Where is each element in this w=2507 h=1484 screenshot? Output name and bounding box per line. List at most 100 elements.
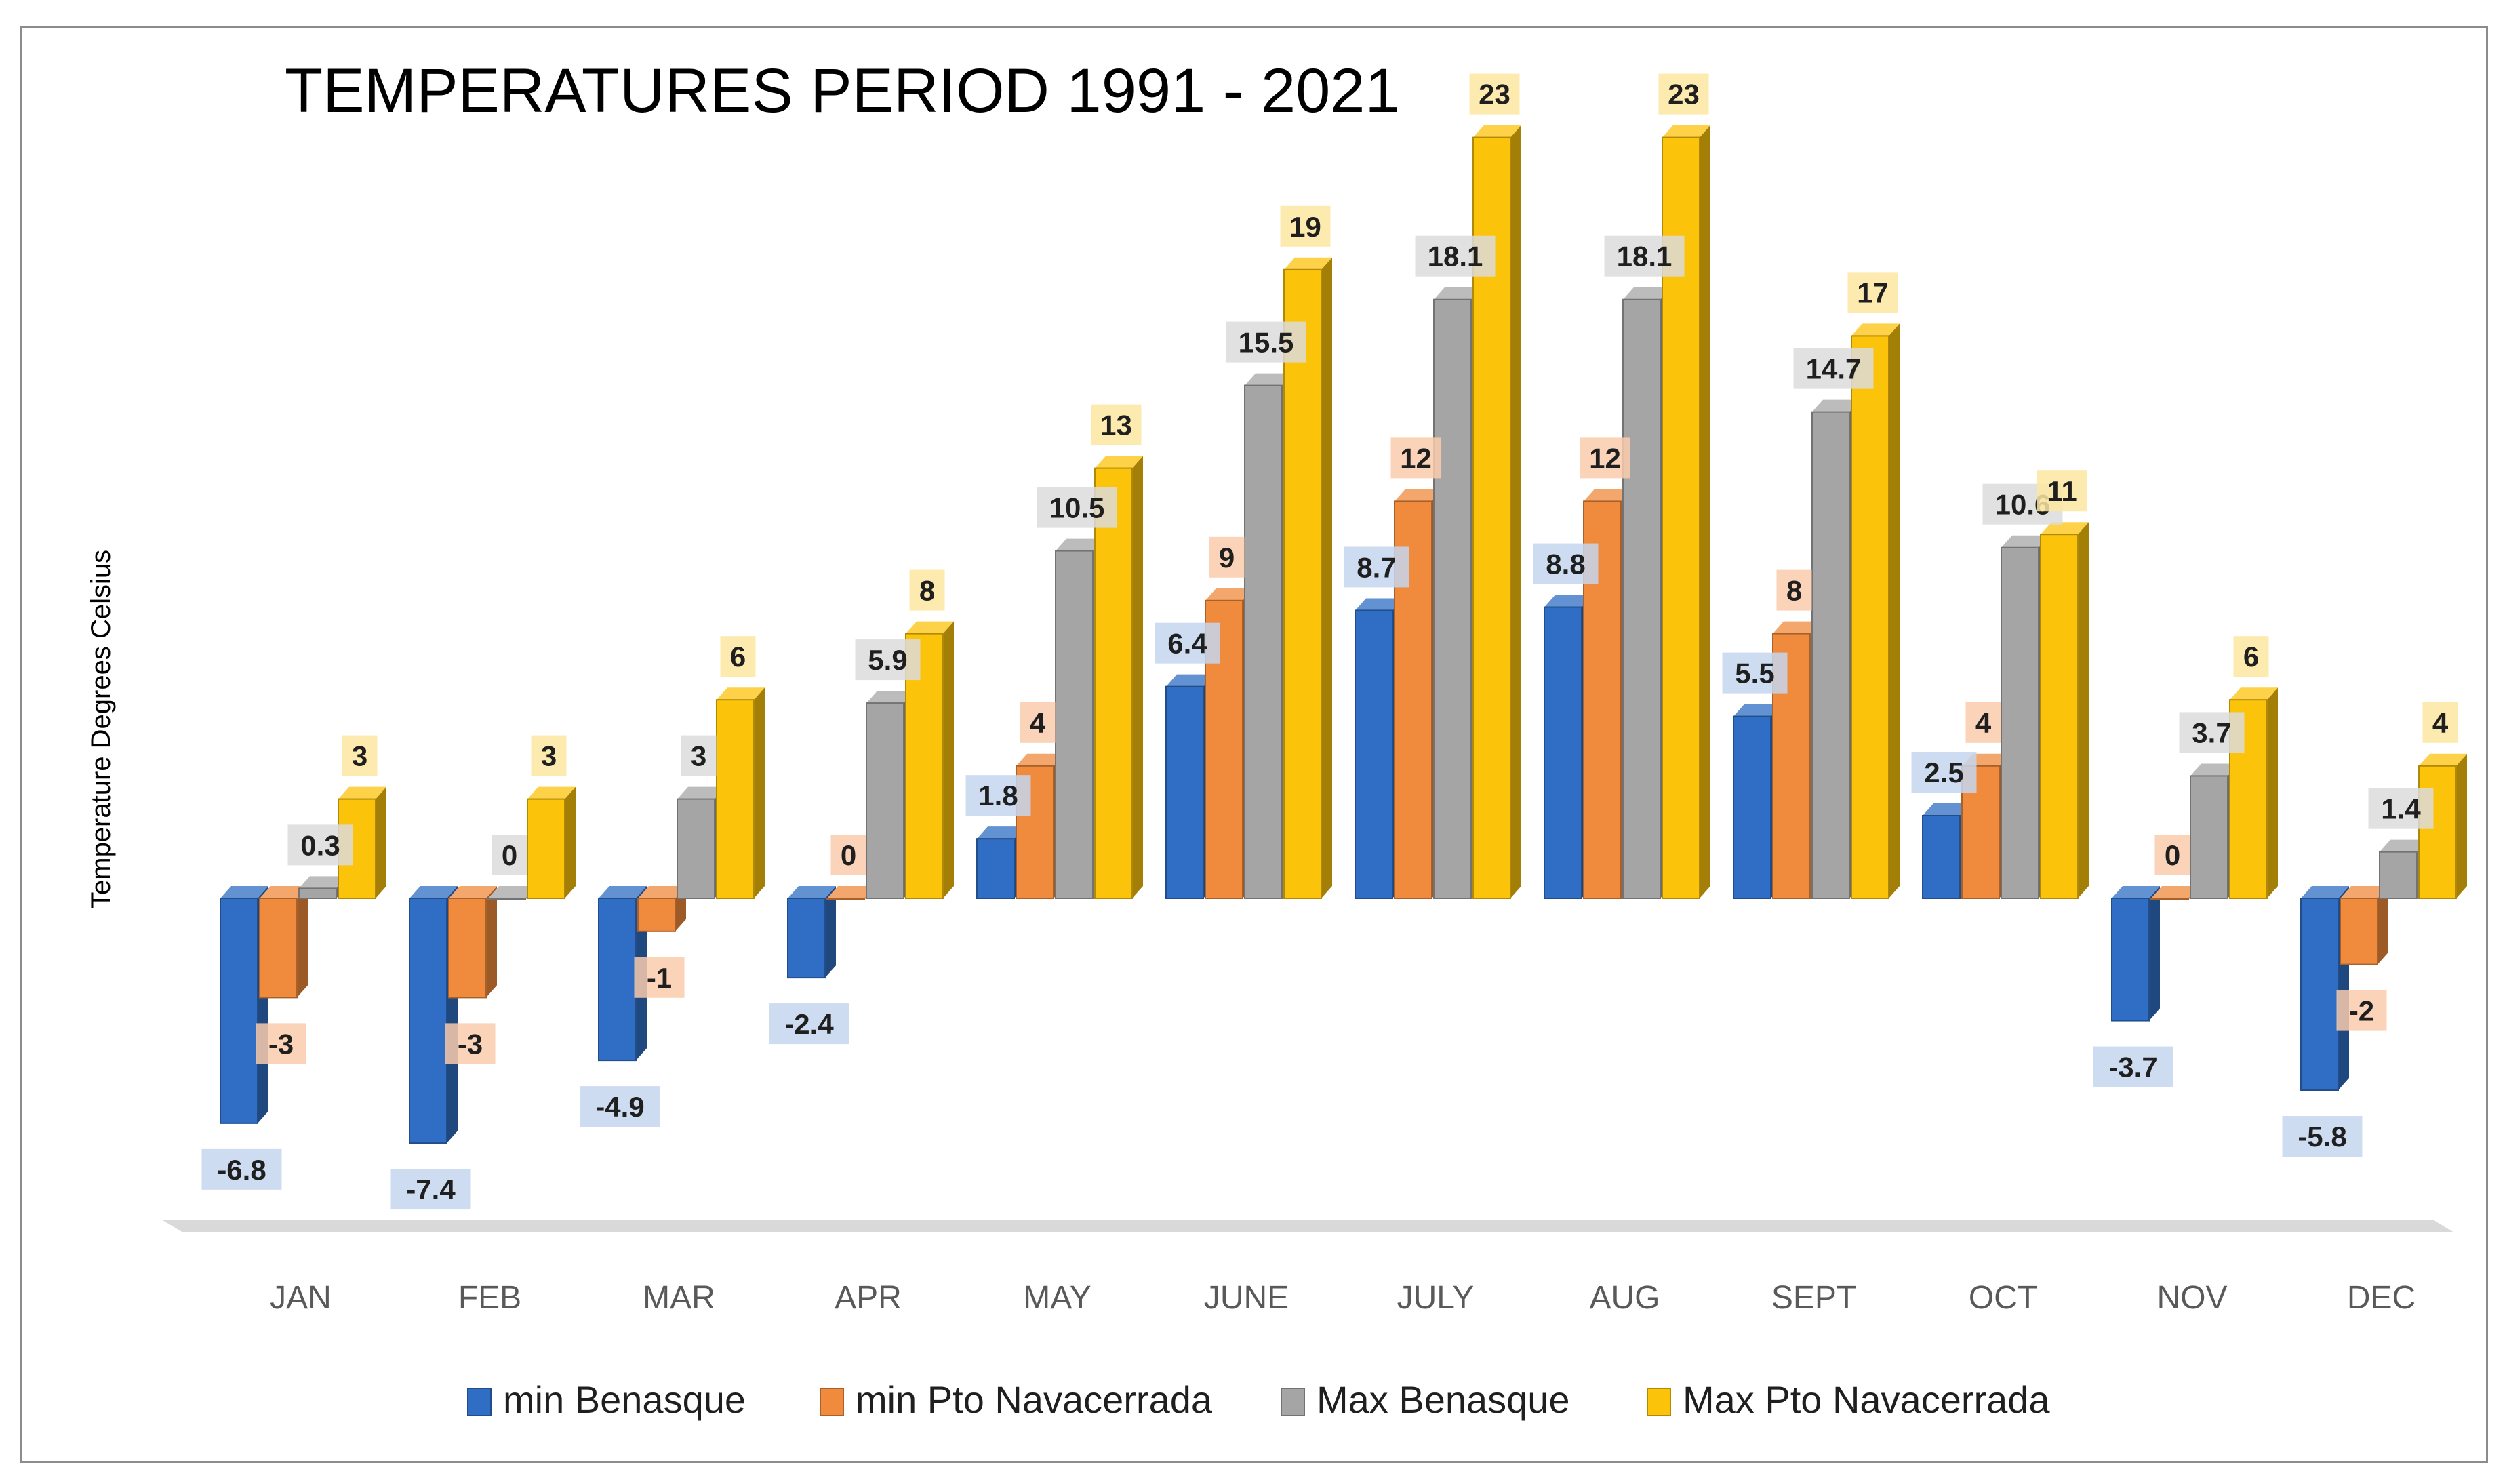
legend: min Benasque min Pto Navacerrada Max Benas… bbox=[467, 1378, 2050, 1421]
svg-text:18.1: 18.1 bbox=[1428, 241, 1483, 273]
svg-text:5.5: 5.5 bbox=[1735, 658, 1774, 689]
data-label-apr-series-1: -2.4 bbox=[769, 1003, 849, 1045]
legend-item-series-1: min Benasque bbox=[467, 1378, 746, 1421]
data-label-july-series-1: 8.7 bbox=[1344, 546, 1409, 588]
data-label-feb-series-4: 3 bbox=[531, 735, 567, 776]
data-label-sept-series-1: 5.5 bbox=[1722, 652, 1788, 694]
category-label: FEB bbox=[458, 1280, 521, 1316]
data-label-aug-series-4: 23 bbox=[1658, 73, 1709, 115]
data-label-aug-series-1: 8.8 bbox=[1533, 543, 1599, 584]
data-label-dec-series-2: -2 bbox=[2336, 990, 2387, 1031]
svg-text:17: 17 bbox=[1857, 277, 1889, 308]
svg-text:2.5: 2.5 bbox=[1924, 757, 1963, 788]
svg-text:23: 23 bbox=[1668, 79, 1700, 111]
svg-text:14.7: 14.7 bbox=[1806, 353, 1862, 385]
data-label-july-series-3: 18.1 bbox=[1415, 235, 1496, 277]
data-label-june-series-4: 19 bbox=[1280, 205, 1331, 247]
data-label-dec-series-4: 4 bbox=[2422, 702, 2458, 743]
svg-text:13: 13 bbox=[1100, 409, 1132, 441]
svg-text:-6.8: -6.8 bbox=[217, 1154, 266, 1186]
data-label-sept-series-2: 8 bbox=[1776, 569, 1812, 611]
category-labels-layer: JAN FEB MAR APR MAY JUNE JULY AUG SEPT OCT NOV DEC bbox=[270, 1280, 2415, 1316]
chart-title: TEMPERATURES PERIOD 1991 - 2021 bbox=[285, 56, 1400, 125]
category-label: MAR bbox=[643, 1280, 715, 1316]
data-label-sept-series-4: 17 bbox=[1847, 272, 1898, 313]
data-label-may-series-1: 1.8 bbox=[965, 775, 1031, 816]
legend-label: min Benasque bbox=[503, 1378, 746, 1421]
data-label-feb-series-1: -7.4 bbox=[390, 1169, 471, 1210]
data-label-dec-series-3: 1.4 bbox=[2368, 788, 2434, 829]
legend-item-series-3: Max Benasque bbox=[1281, 1378, 1570, 1421]
category-label: NOV bbox=[2157, 1280, 2227, 1316]
svg-text:8: 8 bbox=[919, 575, 935, 607]
svg-text:4: 4 bbox=[1030, 707, 1046, 739]
bar-sept-series-4 bbox=[1851, 323, 1900, 899]
svg-text:9: 9 bbox=[1219, 542, 1235, 574]
bar-dec-series-2 bbox=[2340, 886, 2388, 965]
data-label-sept-series-3: 14.7 bbox=[1793, 348, 1874, 389]
svg-text:-1: -1 bbox=[647, 962, 672, 994]
svg-text:1.4: 1.4 bbox=[2381, 793, 2421, 825]
svg-text:3: 3 bbox=[352, 740, 367, 772]
bar-may-series-4 bbox=[1094, 456, 1143, 899]
data-label-june-series-1: 6.4 bbox=[1155, 622, 1220, 664]
data-label-jan-series-4: 3 bbox=[342, 735, 378, 776]
legend-item-series-4: Max Pto Navacerrada bbox=[1647, 1378, 2050, 1421]
data-label-apr-series-4: 8 bbox=[909, 569, 945, 611]
data-label-mar-series-1: -4.9 bbox=[580, 1086, 660, 1127]
svg-text:6: 6 bbox=[2243, 641, 2259, 673]
svg-text:0: 0 bbox=[841, 839, 856, 871]
legend-swatch bbox=[1647, 1388, 1671, 1416]
svg-text:23: 23 bbox=[1479, 79, 1510, 111]
legend-label: Max Benasque bbox=[1317, 1378, 1570, 1421]
data-label-jan-series-2: -3 bbox=[256, 1023, 306, 1064]
data-label-dec-series-1: -5.8 bbox=[2282, 1116, 2363, 1157]
data-label-aug-series-2: 12 bbox=[1580, 437, 1630, 479]
data-labels-layer: -6.8 -3 0.3 3 -7.4 -3 0 3 -4.9 -1 3 6 -2.4 0 5.9 8 1.8 4 1… bbox=[201, 73, 2458, 1210]
legend-swatch bbox=[820, 1388, 844, 1416]
data-label-may-series-3: 10.5 bbox=[1037, 487, 1117, 528]
bar-oct-series-4 bbox=[2040, 522, 2089, 899]
category-label: AUG bbox=[1589, 1280, 1660, 1316]
svg-text:-2: -2 bbox=[2349, 995, 2374, 1027]
data-label-may-series-2: 4 bbox=[1020, 702, 1056, 743]
svg-text:8.7: 8.7 bbox=[1357, 551, 1396, 583]
data-label-nov-series-2: 0 bbox=[2154, 835, 2190, 875]
category-label: SEPT bbox=[1771, 1280, 1856, 1316]
svg-text:6: 6 bbox=[730, 641, 746, 673]
data-label-may-series-4: 13 bbox=[1091, 404, 1142, 445]
svg-text:8.8: 8.8 bbox=[1546, 548, 1585, 580]
svg-text:3.7: 3.7 bbox=[2192, 717, 2231, 748]
svg-text:-5.8: -5.8 bbox=[2298, 1121, 2346, 1152]
data-label-mar-series-3: 3 bbox=[681, 735, 717, 776]
data-label-jan-series-3: 0.3 bbox=[287, 824, 353, 866]
svg-text:0: 0 bbox=[2165, 839, 2180, 871]
svg-text:5.9: 5.9 bbox=[868, 644, 907, 676]
svg-text:1.8: 1.8 bbox=[978, 780, 1018, 811]
bar-apr-series-1 bbox=[787, 886, 836, 979]
svg-text:12: 12 bbox=[1400, 442, 1432, 474]
category-label: JUNE bbox=[1204, 1280, 1289, 1316]
y-axis-label: Temperature Degrees Celsius bbox=[86, 550, 116, 908]
svg-text:8: 8 bbox=[1786, 575, 1802, 607]
svg-text:3: 3 bbox=[541, 740, 557, 772]
legend-swatch bbox=[467, 1388, 492, 1416]
category-label: DEC bbox=[2347, 1280, 2415, 1316]
legend-swatch bbox=[1281, 1388, 1305, 1416]
data-label-jan-series-1: -6.8 bbox=[201, 1148, 282, 1190]
bar-feb-series-4 bbox=[527, 786, 576, 899]
legend-label: min Pto Navacerrada bbox=[856, 1378, 1213, 1421]
category-label: JULY bbox=[1397, 1280, 1475, 1316]
data-label-july-series-4: 23 bbox=[1469, 73, 1520, 115]
bar-dec-series-4 bbox=[2418, 753, 2467, 900]
category-label: MAY bbox=[1023, 1280, 1091, 1316]
data-label-feb-series-3: 0 bbox=[492, 835, 527, 875]
data-label-nov-series-4: 6 bbox=[2233, 636, 2269, 677]
svg-text:15.5: 15.5 bbox=[1239, 327, 1294, 359]
svg-text:11: 11 bbox=[2047, 475, 2077, 507]
svg-text:-4.9: -4.9 bbox=[595, 1091, 644, 1123]
svg-text:6.4: 6.4 bbox=[1167, 628, 1207, 660]
svg-text:-3: -3 bbox=[458, 1028, 483, 1060]
data-label-mar-series-2: -1 bbox=[634, 957, 685, 998]
